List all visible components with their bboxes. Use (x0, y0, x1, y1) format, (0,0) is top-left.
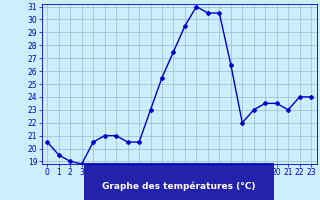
X-axis label: Graphe des températures (°C): Graphe des températures (°C) (102, 181, 256, 191)
